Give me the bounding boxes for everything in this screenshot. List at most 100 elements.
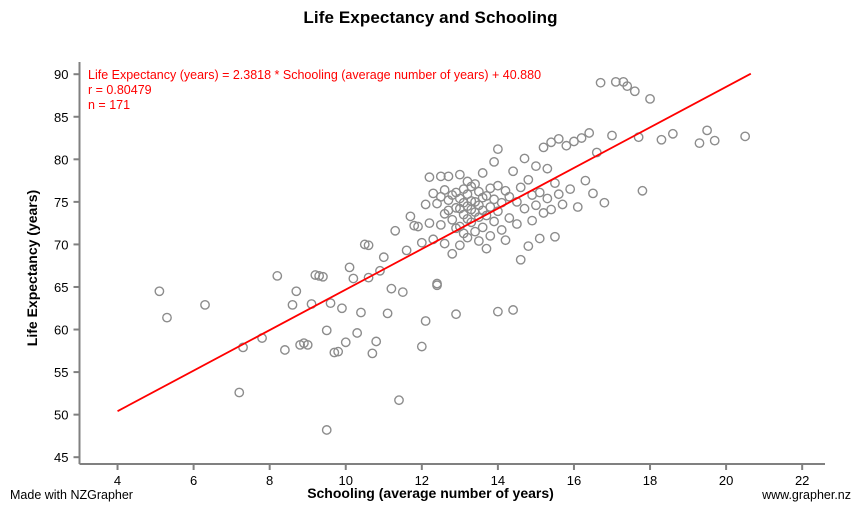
scatter-point — [531, 161, 541, 172]
scatter-point — [200, 299, 210, 310]
scatter-point — [382, 308, 393, 319]
scatter-point — [580, 175, 591, 186]
scatter-point — [329, 347, 340, 358]
scatter-point — [637, 185, 648, 196]
correlation-coefficient: r = 0.80479 — [88, 83, 152, 97]
scatter-point — [656, 134, 667, 145]
x-axis-tick-label: 12 — [415, 473, 429, 488]
scatter-point — [344, 262, 355, 273]
scatter-point — [557, 199, 568, 210]
scatter-point — [553, 133, 564, 144]
scatter-point — [287, 299, 298, 310]
y-axis-tick-label: 45 — [54, 450, 68, 465]
y-axis-tick-label: 85 — [54, 110, 68, 125]
scatter-point — [325, 298, 336, 309]
scatter-point — [397, 287, 408, 297]
scatter-point — [466, 196, 477, 206]
scatter-point — [413, 221, 423, 232]
scatter-point — [667, 128, 678, 139]
scatter-point — [321, 325, 332, 336]
scatter-point — [420, 316, 431, 326]
scatter-point — [409, 220, 420, 231]
scatter-point — [481, 243, 492, 254]
scatter-point — [496, 225, 507, 235]
scatter-point — [390, 225, 401, 236]
scatter-point — [363, 272, 374, 283]
scatter-point — [439, 238, 450, 249]
scatter-point — [519, 153, 530, 164]
scatter-point — [599, 197, 610, 208]
scatter-point — [702, 125, 712, 136]
scatter-point — [363, 240, 374, 251]
x-axis-title: Schooling (average number of years) — [307, 485, 554, 501]
scatter-point — [477, 168, 488, 178]
scatter-point — [610, 76, 621, 87]
scatter-point — [234, 387, 245, 398]
scatter-point — [492, 180, 503, 191]
footer-attribution: Made with NZGrapher — [10, 488, 133, 502]
x-axis-tick-label: 16 — [567, 473, 581, 488]
scatter-point — [416, 237, 427, 248]
scatter-point — [394, 395, 404, 406]
scatter-point — [356, 307, 366, 318]
regression-line — [117, 72, 752, 412]
scatter-point — [314, 271, 325, 281]
scatter-point — [447, 248, 458, 259]
scatter-point — [584, 128, 595, 138]
scatter-point — [489, 216, 499, 227]
scatter-point — [504, 191, 515, 202]
scatter-point — [485, 202, 496, 212]
scatter-point — [534, 233, 545, 244]
scatter-point — [500, 235, 511, 246]
scatter-point — [337, 303, 347, 314]
scatter-point — [542, 193, 553, 204]
scatter-point — [435, 171, 446, 182]
scatter-point — [694, 138, 705, 149]
scatter-point — [318, 271, 328, 282]
scatter-point — [375, 265, 385, 276]
scatter-point — [523, 174, 534, 185]
scatter-point — [550, 231, 560, 242]
scatter-point — [504, 213, 515, 223]
scatter-point — [622, 81, 633, 92]
y-axis-tick-label: 70 — [54, 237, 68, 252]
scatter-point — [466, 217, 477, 228]
scatter-point — [420, 199, 431, 210]
scatter-point — [378, 252, 389, 263]
y-axis-tick-label: 60 — [54, 323, 68, 338]
scatter-point — [454, 169, 465, 180]
scatter-point — [645, 93, 655, 104]
scatter-point — [454, 240, 465, 251]
scatter-point — [485, 231, 496, 241]
scatter-point — [489, 156, 499, 167]
scatter-point — [508, 305, 519, 315]
x-axis-tick-label: 14 — [491, 473, 505, 488]
scatter-point — [451, 309, 461, 320]
scatter-point — [709, 135, 720, 146]
scatter-point — [492, 144, 503, 155]
scatter-point — [477, 222, 488, 233]
y-axis-tick-label: 55 — [54, 365, 68, 380]
scatter-point — [348, 273, 359, 284]
x-axis-tick-label: 10 — [339, 473, 353, 488]
y-axis-tick-label: 75 — [54, 195, 68, 210]
x-axis-tick-label: 22 — [795, 473, 809, 488]
scatter-point — [359, 239, 370, 250]
scatter-point — [371, 336, 382, 347]
scatter-point — [416, 341, 427, 352]
chart-title: Life Expectancy and Schooling — [303, 8, 558, 27]
scatter-point — [470, 226, 480, 237]
x-axis-tick-label: 18 — [643, 473, 657, 488]
scatter-point — [508, 166, 519, 177]
scatter-point — [401, 245, 412, 256]
x-axis-tick-label: 8 — [266, 473, 273, 488]
scatter-point — [405, 211, 416, 222]
scatter-point — [565, 184, 576, 195]
scatter-point — [424, 172, 435, 183]
scatter-point — [462, 232, 473, 243]
scatter-point — [538, 142, 549, 153]
scatter-point — [367, 348, 378, 359]
scatter-point — [595, 77, 606, 88]
scatter-point — [162, 312, 172, 323]
